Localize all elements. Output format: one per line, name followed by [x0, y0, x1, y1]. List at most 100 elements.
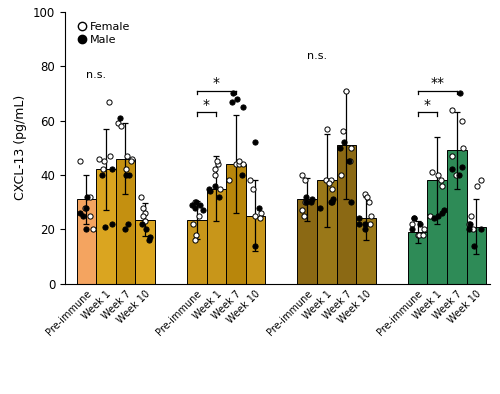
Point: [340, 139, 348, 145]
Point: [86, 213, 94, 219]
Point: [136, 193, 144, 200]
Point: [438, 177, 446, 184]
Point: [298, 172, 306, 178]
Text: n.s.: n.s.: [307, 51, 327, 61]
Text: n.s.: n.s.: [86, 70, 106, 80]
Point: [330, 196, 338, 203]
Point: [100, 158, 108, 165]
Point: [327, 177, 335, 184]
Point: [98, 172, 106, 178]
Bar: [76, 199, 96, 284]
Point: [196, 202, 204, 208]
Point: [255, 204, 263, 211]
Point: [366, 221, 374, 227]
Point: [323, 126, 331, 132]
Point: [408, 221, 416, 227]
Point: [82, 204, 90, 211]
Point: [211, 166, 219, 173]
Point: [138, 221, 146, 227]
Point: [448, 166, 456, 173]
Point: [308, 196, 316, 203]
Point: [123, 153, 131, 159]
Point: [235, 161, 243, 167]
Point: [146, 234, 154, 241]
Y-axis label: CXCL-13 (pg/mL): CXCL-13 (pg/mL): [14, 95, 28, 201]
Point: [212, 158, 220, 165]
Point: [238, 172, 246, 178]
Point: [466, 221, 473, 227]
Point: [142, 226, 150, 232]
Point: [256, 210, 264, 216]
Point: [302, 199, 310, 205]
Point: [211, 183, 219, 189]
Point: [86, 193, 94, 200]
Point: [211, 172, 219, 178]
Point: [465, 226, 473, 232]
Bar: [356, 218, 376, 284]
Point: [364, 193, 372, 200]
Point: [410, 215, 418, 221]
Point: [124, 221, 132, 227]
Bar: [447, 151, 466, 284]
Point: [448, 153, 456, 159]
Point: [108, 221, 116, 227]
Point: [228, 98, 236, 105]
Point: [190, 237, 198, 243]
Point: [90, 226, 98, 232]
Point: [300, 199, 308, 205]
Point: [328, 186, 336, 192]
Point: [360, 221, 368, 227]
Point: [326, 180, 334, 186]
Point: [354, 215, 362, 221]
Point: [470, 242, 478, 249]
Point: [344, 158, 352, 165]
Point: [246, 177, 254, 184]
Bar: [187, 220, 206, 284]
Point: [195, 213, 203, 219]
Bar: [116, 159, 135, 284]
Point: [438, 183, 446, 189]
Bar: [246, 216, 265, 284]
Point: [192, 204, 200, 211]
Point: [300, 213, 308, 219]
Point: [458, 164, 466, 170]
Point: [418, 232, 426, 238]
Point: [82, 204, 90, 211]
Point: [362, 226, 370, 232]
Point: [125, 172, 133, 178]
Point: [346, 145, 354, 151]
Point: [366, 213, 374, 219]
Point: [76, 210, 84, 216]
Point: [440, 207, 448, 214]
Point: [205, 186, 213, 192]
Point: [477, 226, 485, 232]
Point: [238, 161, 246, 167]
Point: [414, 232, 422, 238]
Point: [420, 226, 428, 232]
Bar: [135, 220, 154, 284]
Point: [214, 161, 222, 167]
Point: [79, 213, 87, 219]
Point: [426, 213, 434, 219]
Point: [83, 193, 91, 200]
Point: [233, 96, 241, 102]
Point: [473, 183, 481, 189]
Point: [438, 210, 446, 216]
Point: [316, 204, 324, 211]
Point: [298, 207, 306, 214]
Bar: [466, 227, 486, 284]
Point: [434, 172, 442, 178]
Point: [122, 172, 130, 178]
Point: [339, 128, 347, 135]
Point: [199, 207, 207, 214]
Point: [452, 172, 460, 178]
Point: [116, 115, 124, 121]
Point: [106, 153, 114, 159]
Point: [356, 221, 364, 227]
Text: *: *: [424, 98, 431, 112]
Point: [256, 215, 264, 221]
Point: [301, 177, 309, 184]
Point: [188, 202, 196, 208]
Point: [122, 166, 130, 173]
Point: [216, 193, 224, 200]
